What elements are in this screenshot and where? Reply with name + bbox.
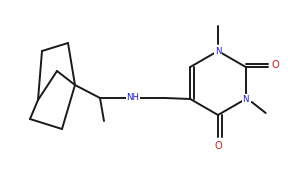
Text: N: N [242, 95, 249, 103]
Text: O: O [272, 61, 279, 70]
Text: N: N [215, 47, 221, 56]
Text: NH: NH [127, 94, 140, 102]
Text: O: O [214, 141, 222, 151]
